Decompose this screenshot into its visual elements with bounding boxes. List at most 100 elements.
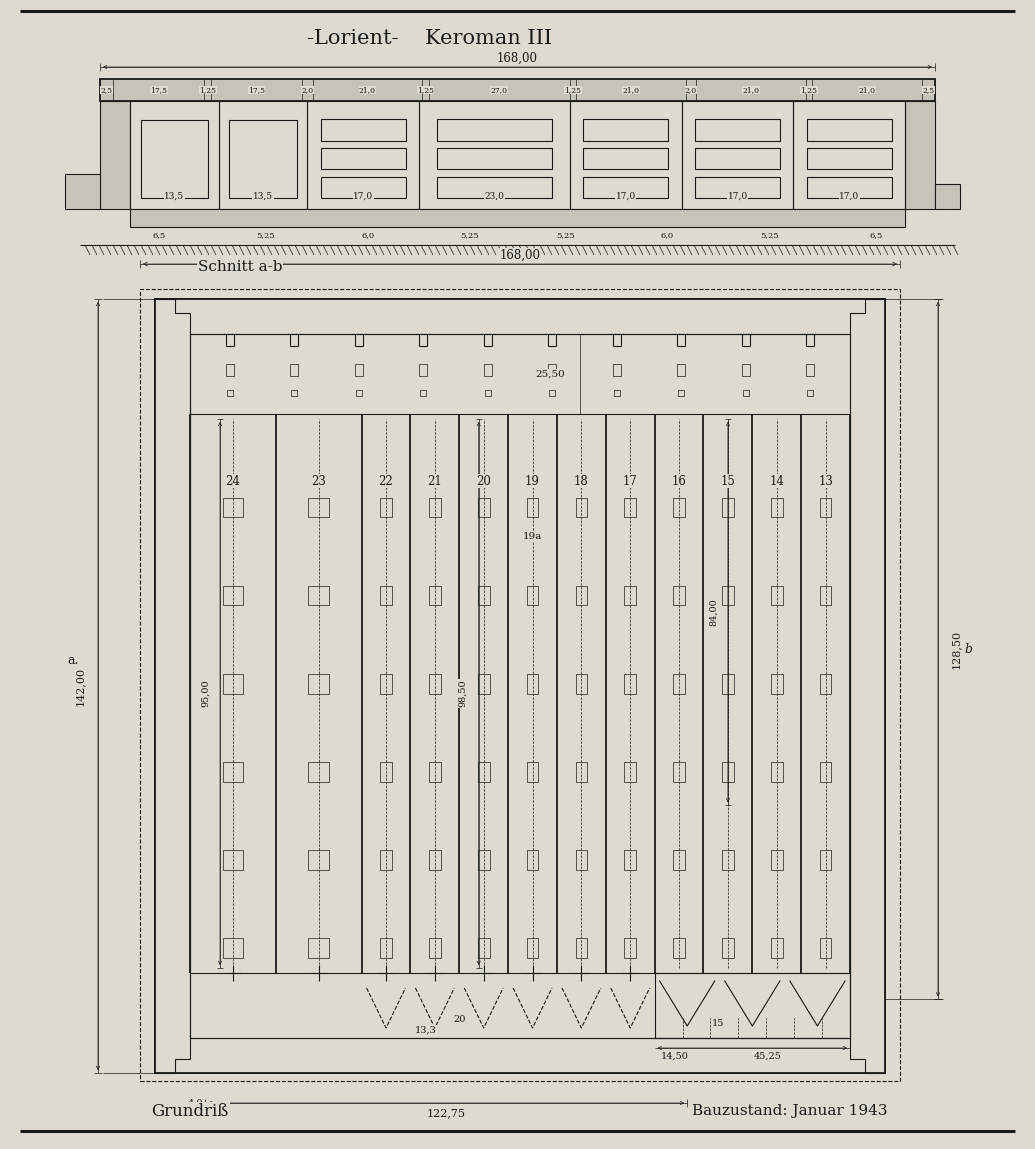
Bar (478, 939, 490, 958)
Bar (130, 101, 218, 209)
Bar (806, 148, 891, 169)
Text: 17,0: 17,0 (353, 192, 374, 201)
Text: 20: 20 (476, 475, 492, 487)
Text: 22: 22 (379, 475, 393, 487)
Text: 18: 18 (574, 475, 589, 487)
Bar (614, 390, 620, 396)
Bar (420, 390, 426, 396)
Text: 17,0: 17,0 (728, 192, 747, 201)
Text: 13,3: 13,3 (414, 1026, 437, 1034)
Text: Bauzustand: Januar 1943: Bauzustand: Januar 1943 (692, 1104, 888, 1118)
Bar (820, 939, 831, 958)
Text: 20: 20 (453, 1016, 466, 1025)
Text: 17,5: 17,5 (150, 86, 168, 94)
Bar (771, 850, 782, 870)
Bar (575, 762, 587, 781)
Text: 5,25: 5,25 (461, 231, 479, 239)
Bar (223, 939, 243, 958)
Text: 6,0: 6,0 (361, 231, 375, 239)
Text: a.: a. (67, 655, 79, 668)
Bar (356, 390, 362, 396)
Bar (308, 762, 329, 781)
Text: 2,5: 2,5 (100, 86, 113, 94)
Bar (575, 586, 587, 606)
Text: 25,50: 25,50 (535, 370, 565, 378)
Text: 1,25: 1,25 (417, 86, 434, 94)
Text: 23: 23 (312, 475, 326, 487)
Bar (527, 498, 538, 517)
Bar (771, 674, 782, 694)
Text: 27,0: 27,0 (491, 86, 508, 94)
Bar (380, 762, 392, 781)
Bar (820, 674, 831, 694)
Text: 21,0: 21,0 (359, 86, 376, 94)
Bar (100, 101, 130, 209)
Bar (677, 364, 685, 376)
Bar (624, 498, 637, 517)
Bar (484, 390, 491, 396)
Bar (935, 184, 960, 209)
Bar (428, 762, 441, 781)
Text: 1,25: 1,25 (801, 86, 818, 94)
Text: 1,25: 1,25 (199, 86, 216, 94)
Bar (437, 119, 552, 140)
Text: 5,25: 5,25 (760, 231, 778, 239)
Bar (696, 148, 780, 169)
Bar (380, 939, 392, 958)
Bar (820, 762, 831, 781)
Text: 19: 19 (525, 475, 540, 487)
Bar (380, 586, 392, 606)
Bar (624, 586, 637, 606)
Bar (190, 334, 850, 1038)
Bar (321, 177, 406, 198)
Bar (722, 586, 734, 606)
Text: 15: 15 (720, 475, 735, 487)
Bar (292, 390, 297, 396)
Text: 45,25: 45,25 (753, 1051, 781, 1061)
Bar (575, 674, 587, 694)
Bar (570, 101, 682, 209)
Text: 122,75: 122,75 (426, 1108, 466, 1118)
Bar (478, 850, 490, 870)
Text: 84,00: 84,00 (709, 599, 718, 626)
Bar (741, 364, 749, 376)
Bar (308, 674, 329, 694)
Bar (794, 101, 905, 209)
Text: 13,5: 13,5 (165, 192, 184, 201)
Text: 17,0: 17,0 (839, 192, 859, 201)
Bar (771, 762, 782, 781)
Text: 168,00: 168,00 (497, 52, 538, 64)
Text: 13,5: 13,5 (253, 192, 273, 201)
Bar (437, 177, 552, 198)
Bar (673, 762, 685, 781)
Bar (696, 177, 780, 198)
Bar (437, 148, 552, 169)
Bar (696, 119, 780, 140)
Bar (155, 299, 885, 1073)
Bar (140, 290, 900, 1081)
Bar (308, 850, 329, 870)
Text: 6,0: 6,0 (660, 231, 674, 239)
Text: 142,00: 142,00 (75, 666, 85, 705)
Bar (575, 939, 587, 958)
Bar (223, 586, 243, 606)
Bar (223, 762, 243, 781)
Bar (419, 101, 570, 209)
Bar (428, 939, 441, 958)
Bar (806, 364, 814, 376)
Text: 6,5: 6,5 (869, 231, 883, 239)
Bar (673, 850, 685, 870)
Bar (575, 498, 587, 517)
Text: 95,00: 95,00 (202, 680, 210, 708)
Bar (584, 177, 669, 198)
Text: b: b (964, 642, 972, 656)
Bar (722, 498, 734, 517)
Bar (550, 390, 555, 396)
Bar (771, 939, 782, 958)
Bar (227, 390, 233, 396)
Bar (624, 850, 637, 870)
Text: 19a: 19a (523, 532, 542, 541)
Text: 6,5: 6,5 (152, 231, 166, 239)
Bar (584, 119, 669, 140)
Bar (419, 364, 427, 376)
